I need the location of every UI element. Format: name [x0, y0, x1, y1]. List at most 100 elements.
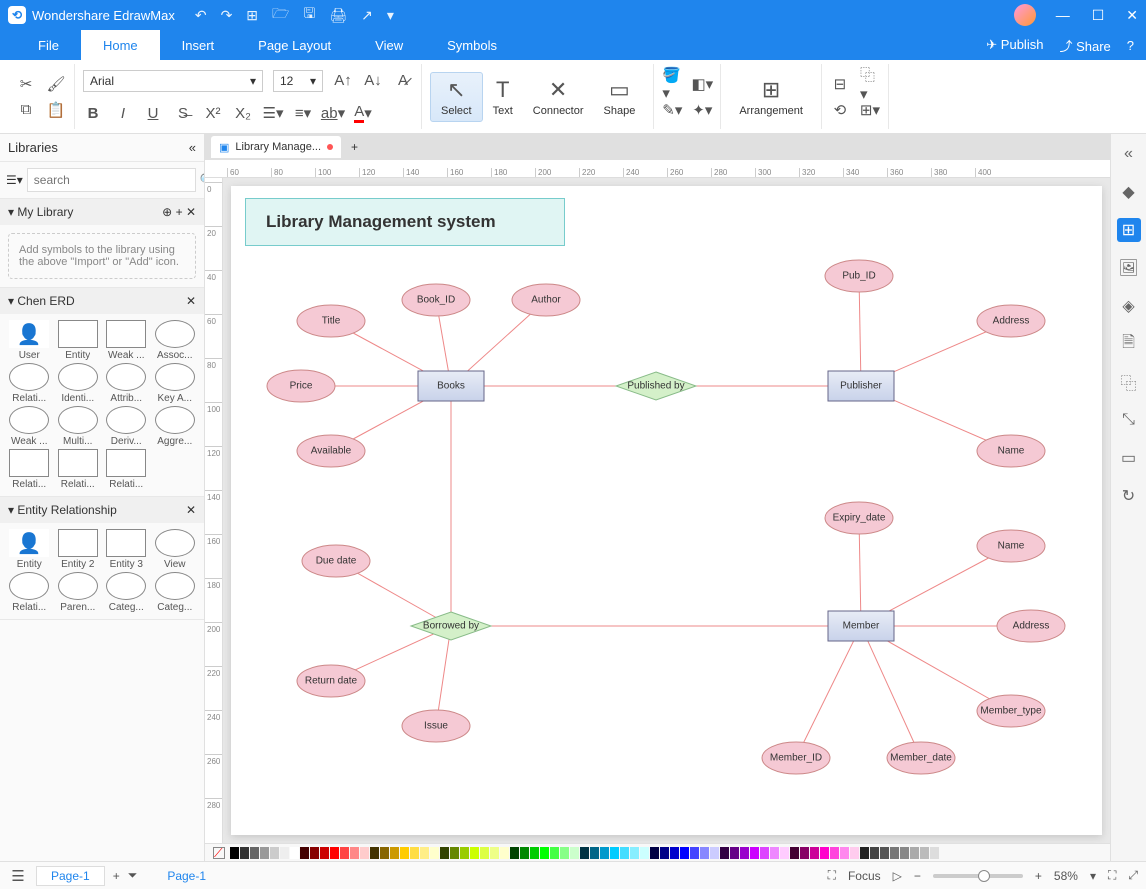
color-swatch[interactable] — [920, 847, 929, 859]
shape-item[interactable]: Categ... — [152, 572, 199, 613]
color-swatch[interactable] — [330, 847, 339, 859]
canvas[interactable]: Library Management system BooksPublisher… — [231, 186, 1102, 835]
rpanel-icon-3[interactable]: 🖼 — [1117, 256, 1141, 280]
rpanel-icon-5[interactable]: 🗎 — [1117, 332, 1141, 356]
color-swatch[interactable] — [490, 847, 499, 859]
new-tab-icon[interactable]: + — [345, 140, 364, 154]
color-swatch[interactable] — [710, 847, 719, 859]
menu-help[interactable]: ? — [1127, 36, 1134, 55]
color-swatch[interactable] — [840, 847, 849, 859]
connector-tool[interactable]: ✕Connector — [523, 73, 594, 121]
section-entity-relationship[interactable]: ▾ Entity Relationship✕ — [0, 497, 204, 523]
font-family-select[interactable]: Arial▾ — [83, 70, 263, 92]
color-swatch[interactable] — [550, 847, 559, 859]
line-icon[interactable]: ✎▾ — [662, 100, 682, 120]
color-swatch[interactable] — [830, 847, 839, 859]
color-swatch[interactable] — [790, 847, 799, 859]
color-swatch[interactable] — [900, 847, 909, 859]
window-button[interactable]: ☐ — [1092, 7, 1105, 24]
color-swatch[interactable] — [420, 847, 429, 859]
italic-icon[interactable]: I — [113, 103, 133, 123]
menu-tab-view[interactable]: View — [353, 30, 425, 60]
import-icon[interactable]: ⊕ — [162, 205, 172, 219]
color-swatch[interactable] — [230, 847, 239, 859]
page-menu-icon[interactable]: ⏷ — [128, 868, 138, 883]
color-swatch[interactable] — [630, 847, 639, 859]
rpanel-icon-1[interactable]: ◆ — [1117, 180, 1141, 204]
color-swatch[interactable] — [670, 847, 679, 859]
close-section-icon[interactable]: ✕ — [186, 205, 196, 219]
clear-format-icon[interactable]: A̷ — [393, 71, 413, 91]
color-swatch[interactable] — [730, 847, 739, 859]
color-swatch[interactable] — [690, 847, 699, 859]
color-swatch[interactable] — [570, 847, 579, 859]
shape-item[interactable]: Deriv... — [103, 406, 150, 447]
color-swatch[interactable] — [410, 847, 419, 859]
window-button[interactable]: — — [1056, 7, 1070, 24]
increase-font-icon[interactable]: A↑ — [333, 71, 353, 91]
shape-item[interactable]: Relati... — [6, 572, 53, 613]
focus-icon[interactable]: ⛶ — [828, 868, 836, 883]
qat-button[interactable]: 🗁 — [272, 3, 289, 27]
zoom-out-icon[interactable]: − — [914, 869, 921, 883]
color-swatch[interactable] — [400, 847, 409, 859]
shape-item[interactable]: Relati... — [6, 449, 53, 490]
color-swatch[interactable] — [860, 847, 869, 859]
qat-button[interactable]: ⊞ — [246, 7, 258, 24]
color-swatch[interactable] — [590, 847, 599, 859]
shape-item[interactable]: Assoc... — [152, 320, 199, 361]
shadow-icon[interactable]: ◧▾ — [692, 74, 712, 94]
color-swatch[interactable] — [740, 847, 749, 859]
qat-button[interactable]: ↗ — [361, 7, 373, 24]
shape-item[interactable]: 👤Entity — [6, 529, 53, 570]
color-swatch[interactable] — [610, 847, 619, 859]
bold-icon[interactable]: B — [83, 103, 103, 123]
color-swatch[interactable] — [460, 847, 469, 859]
color-swatch[interactable] — [380, 847, 389, 859]
underline-icon[interactable]: U — [143, 103, 163, 123]
shape-item[interactable]: Key A... — [152, 363, 199, 404]
shape-item[interactable]: 👤User — [6, 320, 53, 361]
color-swatch[interactable] — [480, 847, 489, 859]
menu-publish[interactable]: ✈ Publish — [986, 36, 1043, 55]
qat-button[interactable]: 🖫 — [303, 3, 315, 27]
decrease-font-icon[interactable]: A↓ — [363, 71, 383, 91]
color-swatch[interactable] — [340, 847, 349, 859]
section-chen-erd[interactable]: ▾ Chen ERD✕ — [0, 288, 204, 314]
menu-tab-file[interactable]: File — [16, 30, 81, 60]
window-button[interactable]: ✕ — [1126, 7, 1138, 24]
color-swatch[interactable] — [850, 847, 859, 859]
color-swatch[interactable] — [620, 847, 629, 859]
menu-tab-home[interactable]: Home — [81, 30, 160, 60]
bullets-icon[interactable]: ☰▾ — [263, 103, 283, 123]
cut-icon[interactable]: ✂ — [16, 74, 36, 94]
color-swatch[interactable] — [880, 847, 889, 859]
color-swatch[interactable] — [820, 847, 829, 859]
color-swatch[interactable] — [910, 847, 919, 859]
copy-icon[interactable]: ⧉ — [16, 100, 36, 120]
color-swatch[interactable] — [720, 847, 729, 859]
shape-item[interactable]: Weak ... — [103, 320, 150, 361]
shape-item[interactable]: Identi... — [55, 363, 102, 404]
effects-icon[interactable]: ✦▾ — [692, 100, 712, 120]
shape-item[interactable]: Weak ... — [6, 406, 53, 447]
color-swatch[interactable] — [390, 847, 399, 859]
subscript-icon[interactable]: X₂ — [233, 103, 253, 123]
color-swatch[interactable] — [320, 847, 329, 859]
rpanel-icon-2[interactable]: ⊞ — [1117, 218, 1141, 242]
qat-button[interactable]: ↷ — [221, 7, 233, 24]
color-swatch[interactable] — [890, 847, 899, 859]
qat-button[interactable]: 🖨 — [329, 7, 347, 24]
color-swatch[interactable] — [580, 847, 589, 859]
menu-tab-page-layout[interactable]: Page Layout — [236, 30, 353, 60]
document-tab[interactable]: ▣ Library Manage... — [211, 136, 341, 158]
color-swatch[interactable] — [520, 847, 529, 859]
menu-tab-symbols[interactable]: Symbols — [425, 30, 519, 60]
shape-item[interactable]: Aggre... — [152, 406, 199, 447]
no-fill-icon[interactable]: ⟋ — [213, 847, 225, 859]
color-swatch[interactable] — [500, 847, 509, 859]
rpanel-icon-7[interactable]: ⤡ — [1117, 408, 1141, 432]
menu-tab-insert[interactable]: Insert — [160, 30, 237, 60]
play-icon[interactable]: ▷ — [893, 869, 902, 883]
color-swatch[interactable] — [430, 847, 439, 859]
